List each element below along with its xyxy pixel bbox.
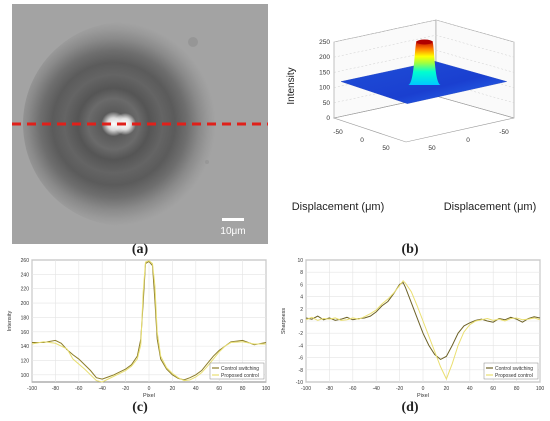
chart-c-x-tick-label: 80 bbox=[240, 386, 246, 392]
chart-d-y-tick-label: 4 bbox=[300, 295, 303, 301]
chart-c-y-tick-label: 240 bbox=[21, 272, 30, 278]
chart-d-legend-label-2: Proposed control bbox=[495, 373, 533, 379]
chart-d-x-tick-label: 60 bbox=[490, 386, 496, 392]
chart-c-x-tick-label: 60 bbox=[216, 386, 222, 392]
chart-d-x-tick-label: 80 bbox=[514, 386, 520, 392]
chart-d-y-tick-label: -8 bbox=[299, 368, 304, 374]
chart-c-y-tick-label: 180 bbox=[21, 315, 30, 321]
dust-speck bbox=[205, 160, 209, 164]
chart-c-x-tick-label: 40 bbox=[193, 386, 199, 392]
surface-z-tick-label: 200 bbox=[319, 54, 330, 61]
caption-b: (b) bbox=[401, 242, 419, 257]
panel-a: 10μm bbox=[12, 4, 268, 244]
surface-floor bbox=[332, 95, 515, 143]
chart-d-x-tick-label: 40 bbox=[467, 386, 473, 392]
chart-c-x-tick-label: 100 bbox=[262, 386, 271, 392]
scale-bar-label: 10μm bbox=[220, 226, 245, 237]
surface-peak-top bbox=[416, 39, 433, 45]
chart-d-y-tick-label: 0 bbox=[300, 319, 303, 325]
chart-c-x-axis-label: Pixel bbox=[143, 393, 155, 398]
chart-d-y-tick-label: 6 bbox=[300, 282, 303, 288]
surface-z-label: Intensity bbox=[286, 67, 297, 104]
surface-z-tick-label: 150 bbox=[319, 69, 330, 76]
surface-z-gridline bbox=[333, 34, 515, 58]
chart-c-x-tick-label: -80 bbox=[52, 386, 59, 392]
chart-c-y-tick-label: 140 bbox=[21, 344, 30, 350]
chart-d-y-tick-label: -10 bbox=[296, 380, 303, 386]
chart-d-y-tick-label: 2 bbox=[300, 307, 303, 313]
chart-c-y-tick-label: 100 bbox=[21, 373, 30, 379]
chart-c-x-tick-label: -40 bbox=[99, 386, 106, 392]
chart-c-x-tick-label: 0 bbox=[148, 386, 151, 392]
chart-c-x-tick-label: -100 bbox=[27, 386, 37, 392]
chart-d-y-tick-label: -6 bbox=[299, 356, 304, 362]
surface-x-tick-label: -50 bbox=[333, 129, 343, 136]
surface-x-tick-label: 50 bbox=[382, 145, 390, 152]
surface-y-label: Displacement (μm) bbox=[444, 201, 537, 213]
chart-c-x-tick-label: 20 bbox=[170, 386, 176, 392]
caption-a: (a) bbox=[131, 242, 149, 257]
chart-d-x-tick-label: -100 bbox=[301, 386, 311, 392]
chart-d-x-tick-label: -60 bbox=[349, 386, 356, 392]
microscope-image: 10μm bbox=[12, 4, 268, 244]
surface-z-tick-label: 50 bbox=[323, 100, 331, 107]
surface-y-tick-label: -50 bbox=[499, 129, 509, 136]
surface-z-tick-label: 250 bbox=[319, 39, 330, 46]
surface-body bbox=[340, 39, 507, 104]
surface-x-label: Displacement (μm) bbox=[292, 201, 385, 213]
caption-c: (c) bbox=[132, 400, 148, 415]
chart-d-legend bbox=[483, 362, 539, 380]
chart-d-x-tick-label: 20 bbox=[444, 386, 450, 392]
chart-c-legend bbox=[209, 362, 265, 380]
chart-d-y-tick-label: -4 bbox=[299, 343, 304, 349]
surface-z-gridline bbox=[333, 50, 515, 73]
chart-c-series-line-1 bbox=[32, 260, 267, 381]
chart-d-legend-label-1: Control switching bbox=[495, 366, 533, 372]
chart-d-x-tick-label: -80 bbox=[326, 386, 333, 392]
panel-c: -100 -80 -60 -40 -20 0 20 40 60 80 100 100 120 140 160… bbox=[4, 256, 274, 399]
panel-b: 0 50 100 150 200 250 -50 0 50 50 0 -50 Intensity Di… bbox=[276, 4, 546, 236]
intensity-profile-chart: -100 -80 -60 -40 -20 0 20 40 60 80 100 100 120 140 160… bbox=[7, 258, 271, 399]
chart-c-x-tick-label: -60 bbox=[75, 386, 82, 392]
caption-d: (d) bbox=[401, 400, 419, 415]
chart-d-x-tick-label: 0 bbox=[422, 386, 425, 392]
surface-y-tick-label: 0 bbox=[466, 137, 470, 144]
surface-z-tick-label: 100 bbox=[319, 85, 330, 92]
chart-c-y-axis-label: Intensity bbox=[7, 311, 13, 332]
surface-z-gridline bbox=[333, 19, 515, 43]
chart-d-series-line-2 bbox=[305, 279, 541, 381]
chart-c-y-tick-label: 260 bbox=[21, 258, 30, 264]
chart-c-legend-label-2: Proposed control bbox=[221, 373, 259, 379]
chart-d-y-tick-label: -2 bbox=[299, 331, 304, 337]
chart-d-x-tick-label: -40 bbox=[373, 386, 380, 392]
chart-c-x-tick-label: -20 bbox=[122, 386, 129, 392]
chart-c-y-tick-label: 160 bbox=[21, 330, 30, 336]
sharpness-profile-chart: -100 -80 -60 -40 -20 0 20 40 60 80 100-10-8-6-4-20… bbox=[281, 258, 545, 399]
chart-d-y-axis-label: Sharpness bbox=[281, 308, 287, 335]
chart-d-x-tick-label: -20 bbox=[396, 386, 403, 392]
surface-z-tick-label: 0 bbox=[326, 115, 330, 122]
surface-peak bbox=[408, 40, 441, 86]
chart-d-y-tick-label: 8 bbox=[300, 270, 303, 276]
scale-bar bbox=[222, 218, 244, 221]
panel-d: -100 -80 -60 -40 -20 0 20 40 60 80 100 -10 -8 -6 -4 -2 0… bbox=[278, 256, 548, 399]
chart-c-y-tick-label: 200 bbox=[21, 301, 30, 307]
chart-d-series-line-1 bbox=[305, 281, 541, 361]
chart-d-y-tick-label: 10 bbox=[297, 258, 303, 264]
surface-y-tick-label: 50 bbox=[428, 145, 436, 152]
dust-speck bbox=[188, 37, 198, 47]
chart-d-x-tick-label: 100 bbox=[536, 386, 545, 392]
chart-c-legend-label-1: Control switching bbox=[221, 366, 259, 372]
surface-x-tick-label: 0 bbox=[360, 137, 364, 144]
chart-c-series-line-2 bbox=[31, 260, 266, 383]
chart-c-y-tick-label: 120 bbox=[21, 358, 30, 364]
chart-c-y-tick-label: 220 bbox=[21, 287, 30, 293]
chart-d-x-axis-label: Pixel bbox=[417, 393, 429, 398]
